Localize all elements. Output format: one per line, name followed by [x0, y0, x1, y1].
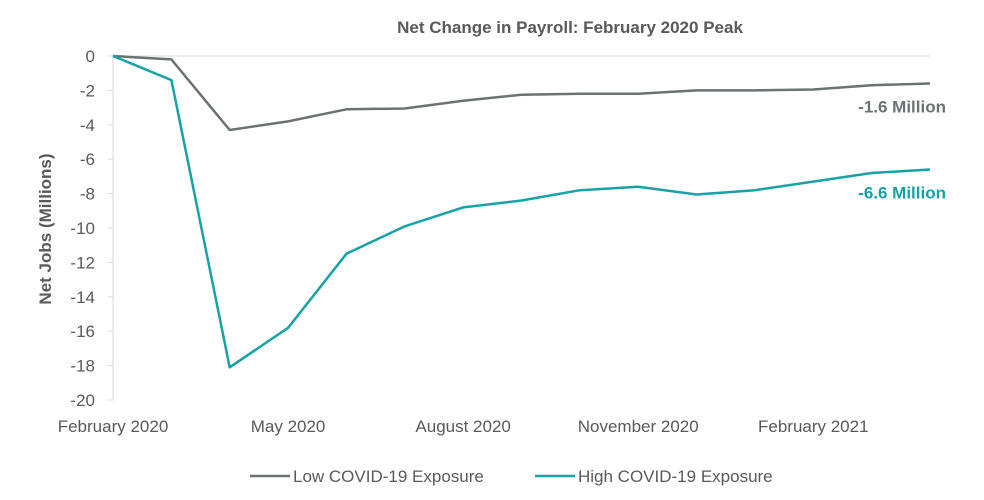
x-tick-label: February 2021 [758, 417, 869, 436]
x-tick-label: November 2020 [578, 417, 699, 436]
series-end-label: -6.6 Million [858, 184, 946, 203]
y-axis-label: Net Jobs (Millions) [36, 153, 55, 304]
y-tick-label: -12 [70, 253, 95, 272]
legend: Low COVID-19 Exposure High COVID-19 Expos… [250, 467, 773, 486]
legend-label: Low COVID-19 Exposure [293, 467, 484, 486]
series-end-label: -1.6 Million [858, 98, 946, 117]
x-tick-label: August 2020 [415, 417, 510, 436]
series-line-high-exposure [112, 54, 931, 369]
series-layer: -1.6 Million -6.6 Million [112, 54, 946, 369]
legend-label: High COVID-19 Exposure [578, 467, 773, 486]
series-line-low-exposure [112, 54, 931, 132]
axes: 0 -2 -4 -6 -8 -10 -12 -14 -16 -18 -20 February 2020… [58, 47, 930, 436]
x-tick-label: May 2020 [251, 417, 326, 436]
y-tick-label: -16 [70, 322, 95, 341]
y-tick-label: -10 [70, 219, 95, 238]
y-tick-label: -6 [80, 150, 95, 169]
x-tick-label: February 2020 [58, 417, 169, 436]
y-tick-label: -4 [80, 116, 95, 135]
chart-title: Net Change in Payroll: February 2020 Pea… [397, 18, 743, 37]
y-tick-label: -18 [70, 357, 95, 376]
y-tick-label: -14 [70, 288, 95, 307]
y-tick-label: -8 [80, 185, 95, 204]
y-tick-label: -20 [70, 391, 95, 410]
y-tick-label: -2 [80, 81, 95, 100]
y-tick-label: 0 [86, 47, 95, 66]
